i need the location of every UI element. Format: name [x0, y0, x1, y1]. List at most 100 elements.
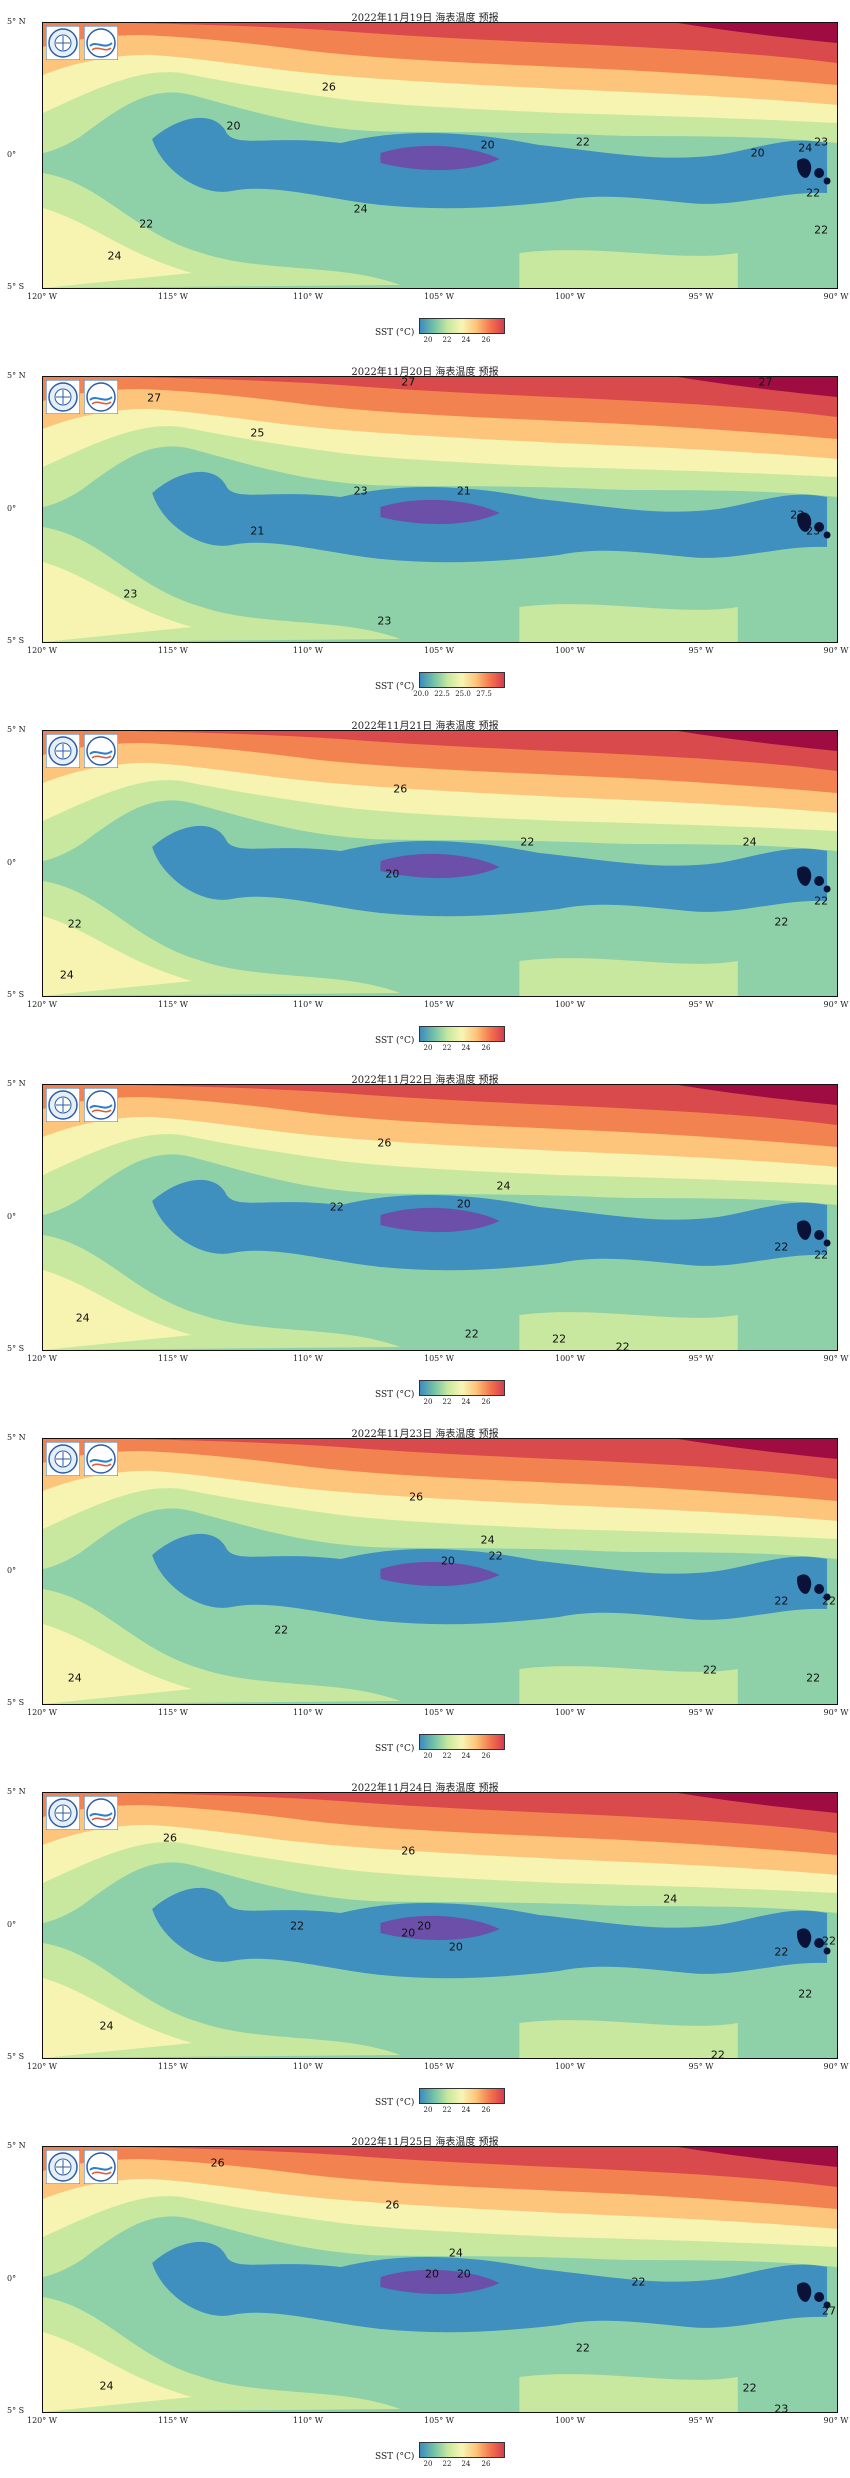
longitude-tick: 105° W — [423, 292, 455, 301]
colorbar-tick: 24 — [461, 1398, 471, 1406]
longitude-tick: 110° W — [292, 1354, 324, 1363]
contour-label: 25 — [250, 426, 265, 440]
longitude-tick: 90° W — [823, 1708, 849, 1717]
longitude-tick: 115° W — [157, 1354, 189, 1363]
longitude-tick: 100° W — [554, 646, 586, 655]
contour-label: 21 — [250, 524, 265, 538]
latitude-tick: 5° S — [7, 2052, 25, 2061]
latitude-tick: 5° S — [7, 282, 25, 291]
longitude-tick: 120° W — [26, 1000, 58, 1009]
contour-label: 22 — [774, 1240, 789, 1254]
contour-label: 22 — [139, 217, 154, 231]
sst-forecast-panel: 2022年11月22日 海表温度 预报 26 24 22 20 22 22 24 22 22 22 5… — [0, 1062, 850, 1416]
colorbar-title: SST (°C) — [375, 682, 415, 692]
colorbar-tick: 26 — [481, 1044, 491, 1052]
longitude-tick: 95° W — [688, 292, 714, 301]
colorbar-title: SST (°C) — [375, 1744, 415, 1754]
colorbar-tick: 24 — [461, 2106, 471, 2114]
latitude-tick: 5° S — [7, 990, 25, 999]
institution-logo-icon — [46, 2150, 80, 2184]
institution-logo-icon — [46, 26, 80, 60]
contour-label: 23 — [774, 2402, 789, 2413]
contour-label: 20 — [417, 1919, 432, 1932]
contour-label: 22 — [798, 1987, 813, 2001]
contour-label: 26 — [163, 1831, 178, 1845]
latitude-tick: 5° N — [7, 17, 26, 26]
colorbar-tick: 20 — [423, 1044, 433, 1052]
contour-label: 23 — [353, 484, 368, 498]
contour-label: 23 — [790, 508, 805, 522]
longitude-tick: 110° W — [292, 1708, 324, 1717]
latitude-tick: 0° — [7, 2273, 17, 2283]
colorbar-tick: 25.0 — [455, 690, 471, 698]
longitude-tick: 95° W — [688, 2062, 714, 2071]
contour-label: 26 — [210, 2156, 225, 2170]
contour-label: 22 — [615, 1340, 630, 1351]
contour-label: 24 — [496, 1179, 511, 1193]
longitude-tick: 95° W — [688, 1708, 714, 1717]
contour-label: 22 — [575, 135, 590, 149]
colorbar — [419, 2442, 505, 2458]
longitude-tick: 100° W — [554, 2062, 586, 2071]
contour-label: 20 — [750, 146, 765, 160]
longitude-tick: 120° W — [26, 2416, 58, 2425]
sst-forecast-panel: 2022年11月21日 海表温度 预报 26 22 24 20 22 22 22 24 5° N 0… — [0, 708, 850, 1062]
longitude-tick: 120° W — [26, 646, 58, 655]
contour-label: 22 — [774, 1594, 789, 1608]
longitude-tick: 115° W — [157, 2416, 189, 2425]
contour-label: 24 — [67, 1671, 82, 1684]
contour-label: 22 — [520, 835, 535, 849]
colorbar-tick: 20 — [423, 1752, 433, 1760]
panel-title: 2022年11月23日 海表温度 预报 — [351, 1429, 499, 1440]
contour-label: 22 — [67, 917, 82, 931]
colorbar-tick: 24 — [461, 336, 471, 344]
colorbar-tick: 26 — [481, 2106, 491, 2114]
institution-logo-icon — [46, 1796, 80, 1830]
contour-label: 23 — [814, 135, 829, 149]
latitude-tick: 0° — [7, 503, 17, 513]
contour-label: 22 — [822, 1934, 837, 1948]
ocean-forecast-logo-icon — [84, 26, 118, 60]
ocean-forecast-logo-icon — [84, 2150, 118, 2184]
contour-label: 20 — [480, 138, 495, 152]
contour-label: 22 — [274, 1623, 289, 1637]
panel-title: 2022年11月20日 海表温度 预报 — [351, 367, 499, 378]
colorbar — [419, 2088, 505, 2104]
longitude-tick: 110° W — [292, 1000, 324, 1009]
contour-label: 22 — [814, 894, 829, 908]
contour-label: 26 — [321, 80, 336, 94]
colorbar-title: SST (°C) — [375, 2452, 415, 2462]
ocean-forecast-logo-icon — [84, 734, 118, 768]
longitude-tick: 120° W — [26, 2062, 58, 2071]
contour-label: 20 — [456, 2267, 471, 2281]
longitude-tick: 105° W — [423, 1000, 455, 1009]
contour-label: 22 — [631, 2275, 646, 2289]
institution-logo-icon — [46, 734, 80, 768]
latitude-tick: 0° — [7, 857, 17, 867]
contour-label: 24 — [99, 2019, 114, 2033]
sst-map: 26 26 24 22 20 20 20 22 22 22 24 22 — [42, 1792, 838, 2059]
longitude-tick: 90° W — [823, 2416, 849, 2425]
contour-label: 24 — [663, 1892, 678, 1906]
colorbar — [419, 318, 505, 334]
sst-map: 27 27 27 25 23 21 21 23 23 23 23 — [42, 376, 838, 643]
sst-map: 26 24 22 20 22 22 24 22 22 22 — [42, 1084, 838, 1351]
sst-forecast-panel: 2022年11月19日 海表温度 预报 26 24 20 20 22 20 24 23 22 22 2… — [0, 0, 850, 354]
contour-label: 22 — [814, 1248, 829, 1262]
longitude-tick: 90° W — [823, 292, 849, 301]
colorbar-title: SST (°C) — [375, 328, 415, 338]
colorbar-tick: 20 — [423, 336, 433, 344]
sst-contour-field — [43, 1085, 837, 1350]
latitude-tick: 5° N — [7, 371, 26, 380]
sst-forecast-panel: 2022年11月24日 海表温度 预报 26 26 24 22 20 20 20 22 22 22 2… — [0, 1770, 850, 2124]
contour-label: 26 — [409, 1490, 424, 1504]
contour-label: 27 — [758, 376, 773, 389]
colorbar-tick: 27.5 — [476, 690, 492, 698]
colorbar-tick: 22 — [442, 2460, 452, 2468]
latitude-tick: 5° S — [7, 1698, 25, 1707]
longitude-tick: 115° W — [157, 646, 189, 655]
contour-label: 26 — [393, 782, 408, 796]
colorbar — [419, 1026, 505, 1042]
contour-label: 22 — [806, 1671, 821, 1684]
colorbar-tick: 22 — [442, 2106, 452, 2114]
